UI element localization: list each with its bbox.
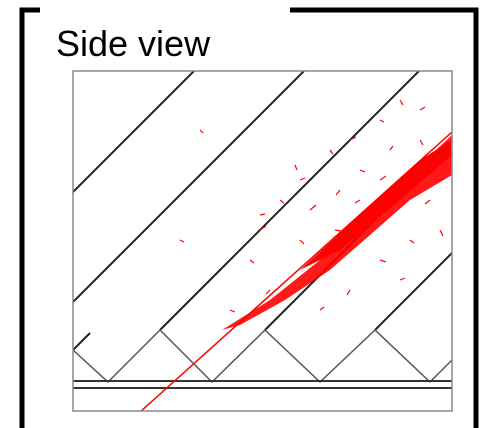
figure: Side view <box>0 0 496 428</box>
title: Side view <box>56 23 211 64</box>
page: Side view (() => { const data = JSON.p <box>0 0 496 428</box>
detector-panel <box>73 69 455 412</box>
